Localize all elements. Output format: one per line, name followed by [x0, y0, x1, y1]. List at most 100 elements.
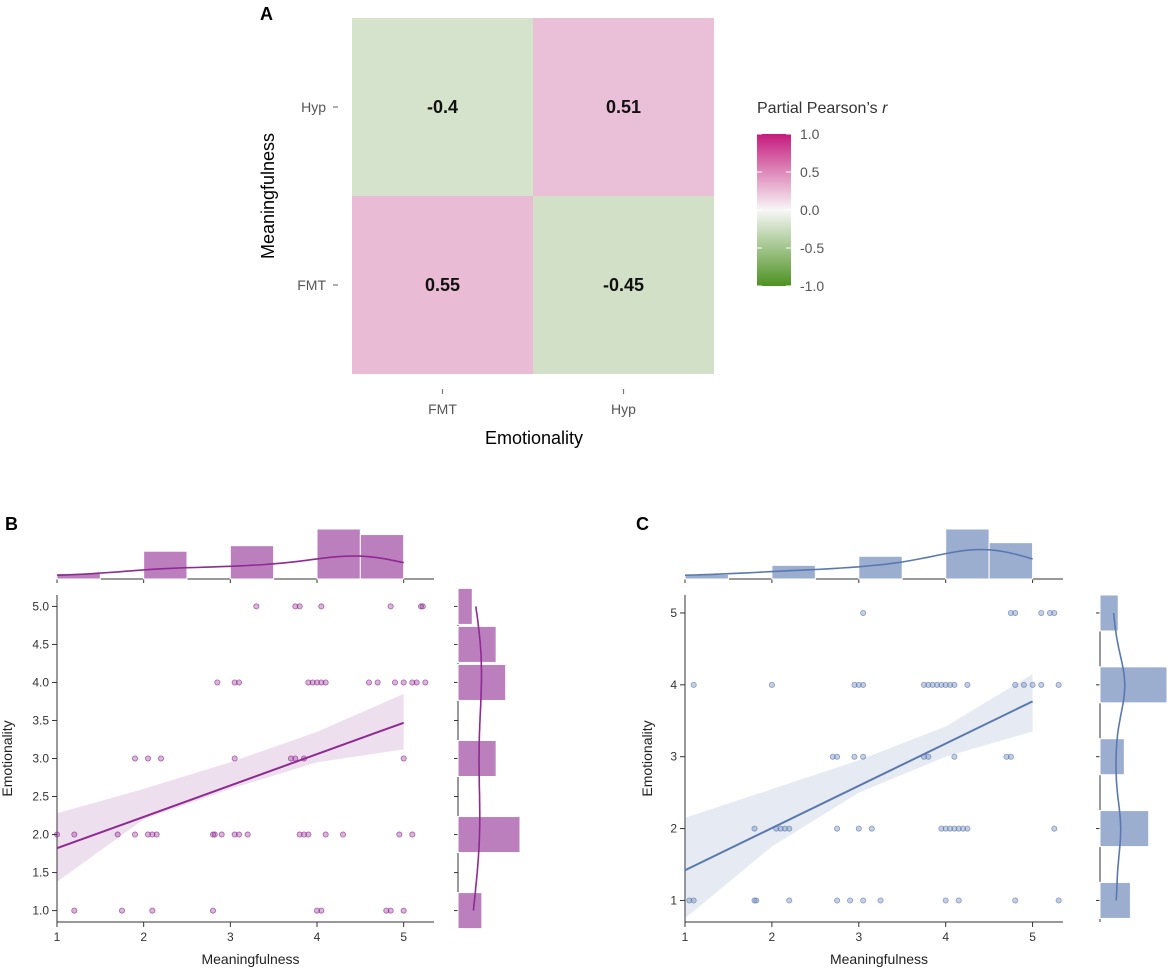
data-point	[851, 753, 858, 760]
heatmap-panel-a: -0.4 0.51 0.55 -0.45 Hyp FMT FMT Hyp Emotionalit…	[258, 18, 888, 448]
data-point	[951, 681, 958, 688]
data-point	[1012, 609, 1019, 616]
heatmap-cell-value: -0.45	[603, 275, 644, 295]
data-point	[781, 825, 788, 832]
data-point	[951, 753, 958, 760]
data-point	[313, 679, 320, 686]
data-point	[851, 681, 858, 688]
data-point	[365, 679, 372, 686]
data-point	[960, 825, 967, 832]
heatmap-cell	[352, 18, 533, 196]
data-point	[947, 681, 954, 688]
top-hist-bar	[945, 528, 990, 580]
data-point	[211, 831, 218, 838]
data-point	[951, 825, 958, 832]
right-hist-bar	[1099, 738, 1125, 776]
data-point	[751, 825, 758, 832]
data-point	[391, 679, 398, 686]
confidence-band	[685, 674, 1033, 919]
right-kde-curve	[472, 606, 483, 911]
data-point	[860, 609, 867, 616]
data-point	[296, 831, 303, 838]
x-tick-label: 2	[769, 930, 776, 944]
y-tick-label: 2.0	[32, 828, 49, 842]
data-point	[1038, 681, 1045, 688]
heatmap-y-axis-title: Meaningfulness	[258, 133, 278, 259]
legend-tick-label: 0.0	[800, 202, 820, 218]
data-point	[1051, 825, 1058, 832]
y-tick-label: 2	[670, 822, 677, 836]
y-tick-label: 5	[670, 606, 677, 620]
y-tick-label: 4.5	[32, 637, 49, 651]
y-tick-label: 1.5	[32, 866, 49, 880]
y-tick-label: 5.0	[32, 599, 49, 613]
panel-a-label: A	[260, 4, 273, 24]
y-tick-label: 4	[670, 678, 677, 692]
data-point	[868, 825, 875, 832]
data-point	[690, 897, 697, 904]
data-point	[318, 603, 325, 610]
data-point	[1007, 609, 1014, 616]
data-point	[834, 753, 841, 760]
data-point	[942, 681, 949, 688]
heatmap-x-axis-title: Emotionality	[485, 428, 583, 448]
right-hist-bar	[457, 892, 483, 930]
data-point	[413, 679, 420, 686]
data-point	[1012, 897, 1019, 904]
heatmap-cell	[533, 196, 714, 374]
x-tick-label: 4	[314, 930, 321, 944]
top-hist-bar	[771, 564, 816, 580]
data-point	[231, 679, 238, 686]
legend-tick-label: 1.0	[800, 126, 820, 142]
data-point	[71, 831, 78, 838]
data-point	[400, 755, 407, 762]
x-tick-label: 5	[400, 930, 407, 944]
data-point	[114, 831, 121, 838]
heatmap-cell-value: -0.4	[427, 97, 458, 117]
data-point	[1020, 681, 1027, 688]
top-hist-bar	[988, 542, 1034, 580]
data-point	[419, 603, 426, 610]
top-kde-curve	[56, 555, 404, 577]
data-point	[1046, 609, 1053, 616]
data-point	[214, 679, 221, 686]
data-point	[409, 831, 416, 838]
data-point	[131, 755, 138, 762]
data-point	[1051, 609, 1058, 616]
data-point	[387, 603, 394, 610]
data-point	[829, 753, 836, 760]
data-point	[938, 681, 945, 688]
data-point	[1029, 681, 1036, 688]
x-tick-label: 2	[140, 930, 147, 944]
data-point	[71, 907, 78, 914]
data-point	[1055, 681, 1062, 688]
data-point	[322, 679, 329, 686]
data-point	[1012, 681, 1019, 688]
data-point	[834, 897, 841, 904]
data-point	[947, 825, 954, 832]
legend-colorbar	[757, 134, 791, 286]
right-hist-bar	[1099, 810, 1150, 848]
heatmap-x-tick-label: FMT	[428, 401, 457, 417]
x-tick-label: 3	[855, 930, 862, 944]
legend-tick-label: -0.5	[800, 240, 824, 256]
data-point	[1038, 609, 1045, 616]
data-point	[131, 831, 138, 838]
data-point	[768, 681, 775, 688]
top-kde-curve	[684, 548, 1033, 576]
data-point	[964, 825, 971, 832]
data-point	[309, 679, 316, 686]
right-hist-bar	[457, 587, 473, 625]
data-point	[1007, 753, 1014, 760]
data-point	[929, 681, 936, 688]
heatmap-cell	[533, 18, 714, 196]
data-point	[955, 897, 962, 904]
heatmap-y-tick-label: Hyp	[301, 99, 326, 115]
confidence-band	[57, 693, 404, 882]
data-point	[786, 825, 793, 832]
data-point	[235, 679, 242, 686]
data-point	[144, 831, 151, 838]
data-point	[305, 679, 312, 686]
data-point	[860, 897, 867, 904]
